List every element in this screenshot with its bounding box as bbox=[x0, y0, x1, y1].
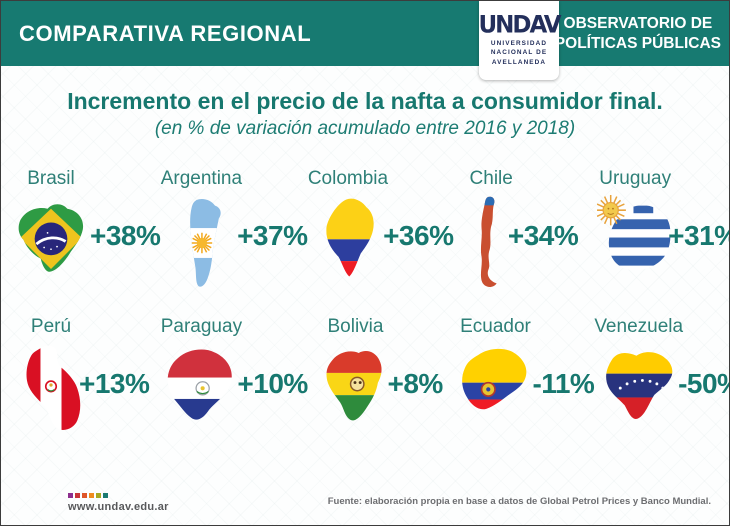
undav-logo: UNDAV UNIVERSIDAD NACIONAL DE AVELLANEDA bbox=[478, 1, 562, 80]
country-name: Brasil bbox=[27, 168, 75, 189]
brand-dot bbox=[96, 493, 101, 498]
country-value: +36% bbox=[383, 220, 454, 251]
country-cell-uruguay: Uruguay bbox=[594, 168, 729, 316]
footer: www.undav.edu.ar Fuente: elaboración pro… bbox=[1, 493, 729, 513]
source-note: Fuente: elaboración propia en base a dat… bbox=[327, 496, 711, 507]
page-title: COMPARATIVA REGIONAL bbox=[19, 20, 312, 46]
country-cell-bolivia: Bolivia +8% bbox=[308, 316, 454, 464]
paraguay-flag-map-icon bbox=[168, 349, 233, 420]
country-cell-peru: Perú +13% bbox=[7, 316, 160, 464]
venezuela-flag-map-icon bbox=[605, 352, 673, 419]
country-value: +13% bbox=[79, 368, 150, 399]
country-name: Chile bbox=[469, 168, 513, 189]
chile-flag-map-icon bbox=[481, 196, 497, 287]
uruguay-flag-map-icon bbox=[597, 195, 671, 271]
undav-logo-line1: UNIVERSIDAD bbox=[490, 39, 548, 47]
country-value: +8% bbox=[387, 368, 443, 399]
country-value: -11% bbox=[532, 368, 595, 399]
country-value: +10% bbox=[237, 368, 308, 399]
chart-title: Incremento en el precio de la nafta a co… bbox=[67, 88, 663, 114]
observatory-line1: OBSERVATORIO DE bbox=[563, 14, 713, 32]
country-name: Venezuela bbox=[594, 316, 684, 337]
country-cell-argentina: Argentina + bbox=[160, 168, 308, 316]
country-name: Paraguay bbox=[160, 316, 243, 337]
argentina-flag-map-icon bbox=[190, 198, 222, 287]
observatory-label: OBSERVATORIO DE POLÍTICAS PÚBLICAS bbox=[555, 13, 721, 53]
brand-dot bbox=[103, 493, 108, 498]
brand-dot bbox=[75, 493, 80, 498]
country-cell-venezuela: Venezuela - bbox=[594, 316, 729, 464]
country-name: Uruguay bbox=[599, 168, 672, 189]
observatory-line2: POLÍTICAS PÚBLICAS bbox=[554, 34, 721, 52]
ecuador-flag-map-icon bbox=[462, 348, 527, 410]
country-grid: Brasil +38% Argentina bbox=[1, 168, 729, 464]
brand-dot bbox=[82, 493, 87, 498]
country-name: Ecuador bbox=[460, 316, 531, 337]
country-name: Bolivia bbox=[327, 316, 384, 337]
country-value: +34% bbox=[507, 220, 579, 251]
brand-dot bbox=[89, 493, 94, 498]
country-cell-brasil: Brasil +38% bbox=[7, 168, 161, 316]
country-value: +37% bbox=[237, 220, 308, 251]
bolivia-flag-map-icon bbox=[326, 351, 383, 421]
undav-logo-line2: NACIONAL DE bbox=[490, 49, 548, 57]
country-value: +38% bbox=[90, 220, 161, 251]
country-cell-paraguay: Paraguay +10% bbox=[160, 316, 308, 464]
country-cell-chile: Chile +34% bbox=[453, 168, 594, 316]
country-name: Colombia bbox=[307, 168, 389, 189]
colombia-flag-map-icon bbox=[326, 198, 374, 277]
footer-brand: www.undav.edu.ar bbox=[68, 493, 169, 513]
country-cell-ecuador: Ecuador -11% bbox=[453, 316, 595, 464]
header-band: COMPARATIVA REGIONAL UNDAV UNIVERSIDAD N… bbox=[1, 1, 729, 80]
website-url[interactable]: www.undav.edu.ar bbox=[68, 501, 169, 513]
country-name: Argentina bbox=[160, 168, 243, 189]
country-value: +31% bbox=[668, 220, 729, 251]
brand-dots bbox=[68, 493, 169, 498]
brand-dot bbox=[68, 493, 73, 498]
undav-logo-line3: AVELLANEDA bbox=[491, 58, 547, 66]
country-cell-colombia: Colombia +36% bbox=[308, 168, 454, 316]
peru-flag-map-icon bbox=[26, 345, 81, 430]
undav-logo-subtext: UNIVERSIDAD NACIONAL DE AVELLANEDA bbox=[491, 39, 547, 68]
country-name: Perú bbox=[30, 316, 72, 337]
chart-subtitle: (en % de variación acumulado entre 2016 … bbox=[154, 118, 576, 139]
country-value: -50% bbox=[678, 368, 729, 399]
undav-wordmark: UNDAV bbox=[478, 10, 561, 39]
brasil-flag-map-icon bbox=[18, 204, 84, 272]
